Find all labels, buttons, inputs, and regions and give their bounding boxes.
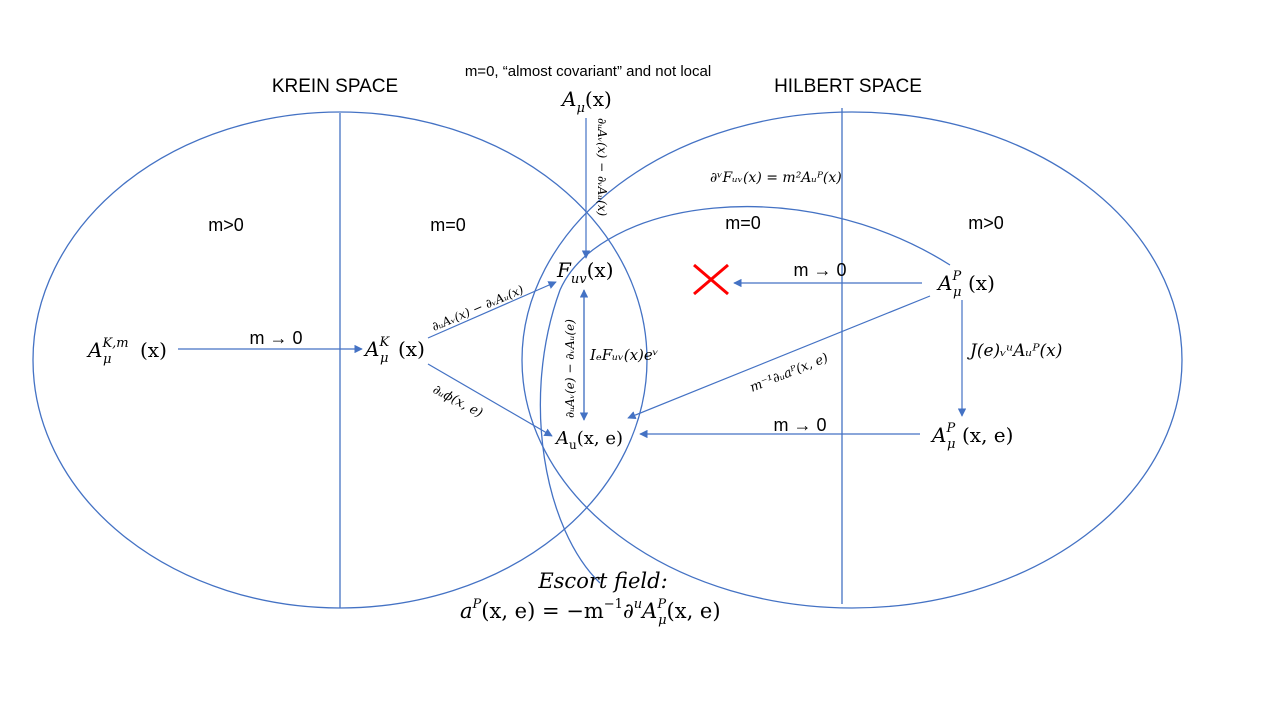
hilbert-space-title: HILBERT SPACE xyxy=(774,76,922,97)
escort-formula: aP(x, e) = −m−1∂uAP μ(x, e) xyxy=(460,597,721,628)
edge-label-k-to-axe: ∂ᵤϕ(x, e) xyxy=(430,382,485,421)
red-x-cross-icon xyxy=(693,263,729,296)
node-a-proca-string: AP μ (x, e) xyxy=(930,421,1013,452)
top-note: m=0, “almost covariant” and not local xyxy=(465,63,711,80)
krein-space-title: KREIN SPACE xyxy=(272,76,398,97)
edge-label-proca-equation: ∂ᵛFᵤᵥ(x) = m²Aᵤᴾ(x) xyxy=(710,170,842,186)
limit-label-krein: m → 0 xyxy=(249,328,302,348)
edge-label-axe-to-f: ∂ᵤAᵥ(e) − ∂ᵥAᵤ(e) xyxy=(563,319,577,418)
hilbert-massless-region-label: m=0 xyxy=(725,213,761,233)
inner-massless-curve xyxy=(539,206,951,584)
node-a-krein-massive: AK,m μ (x) xyxy=(86,336,167,367)
edge-label-ap-to-axe: m⁻¹∂ᵤaᴾ(x, e) xyxy=(748,351,831,396)
node-a-proca: AP μ (x) xyxy=(936,269,995,300)
escort-title: Escort field: xyxy=(537,569,667,593)
hilbert-massive-region-label: m>0 xyxy=(968,213,1004,233)
node-a-u-string: Au(x, e) xyxy=(554,428,623,452)
edge-label-ap-to-apxe: J(e)ᵥᵘAᵤᴾ(x) xyxy=(967,341,1062,361)
arrow-ak-to-f xyxy=(427,281,557,339)
limit-label-hilbert-top: m → 0 xyxy=(793,260,846,280)
hilbert-space-ellipse xyxy=(521,111,1183,609)
node-a-mu: Aμ(x) xyxy=(560,87,612,116)
arrow-ap-to-axe xyxy=(627,295,931,420)
krein-massive-region-label: m>0 xyxy=(208,215,244,235)
node-a-krein: AK μ (x) xyxy=(363,335,425,366)
krein-massless-region-label: m=0 xyxy=(430,215,466,235)
arrow-ak-to-axe xyxy=(427,363,553,437)
edge-label-f-to-axe: IₑFᵤᵥ(x)eᵛ xyxy=(589,346,658,364)
edge-label-k-to-f: ∂ᵤAᵥ(x) − ∂ᵥAᵤ(x) xyxy=(430,282,526,333)
limit-label-hilbert-bottom: m → 0 xyxy=(773,415,826,435)
edge-label-a-to-f: ∂ᵤAᵥ(x) − ∂ᵥAᵤ(x) xyxy=(595,118,609,217)
node-f-uv: Fuv(x) xyxy=(556,258,614,287)
